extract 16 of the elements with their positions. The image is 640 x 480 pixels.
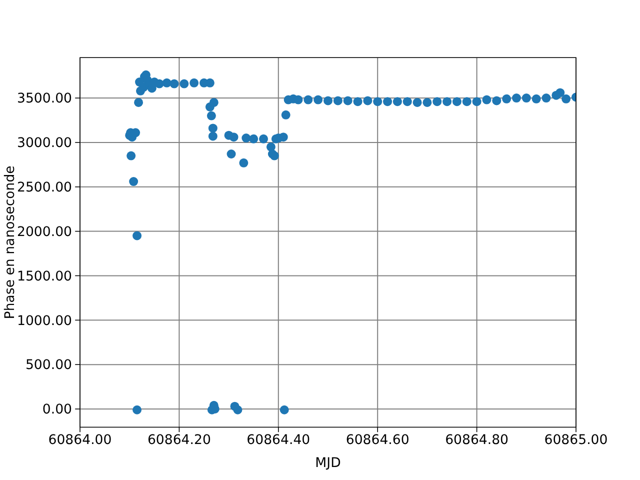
x-tick-label: 60864.20 [147, 433, 211, 448]
x-tick-label: 60864.40 [246, 433, 310, 448]
y-tick-label: 2000.00 [17, 224, 72, 240]
y-tick-label: 3000.00 [17, 136, 72, 152]
y-tick-label: 3500.00 [17, 92, 72, 107]
x-tick-label: 60864.80 [445, 433, 509, 448]
y-tick-label: 500.00 [25, 358, 72, 374]
y-tick-label: 2500.00 [17, 180, 72, 196]
x-tick-label: 60864.60 [346, 433, 410, 448]
x-axis-title: MJD [315, 456, 341, 472]
x-tick-label: 60864.00 [48, 433, 112, 448]
y-tick-label: 1500.00 [17, 269, 72, 284]
y-tick-label: 0.00 [42, 402, 72, 418]
y-axis-title: Phase en nanoseconde [3, 166, 18, 320]
y-tick-label: 1000.00 [17, 314, 72, 329]
x-tick-label: 60865.00 [544, 433, 608, 448]
